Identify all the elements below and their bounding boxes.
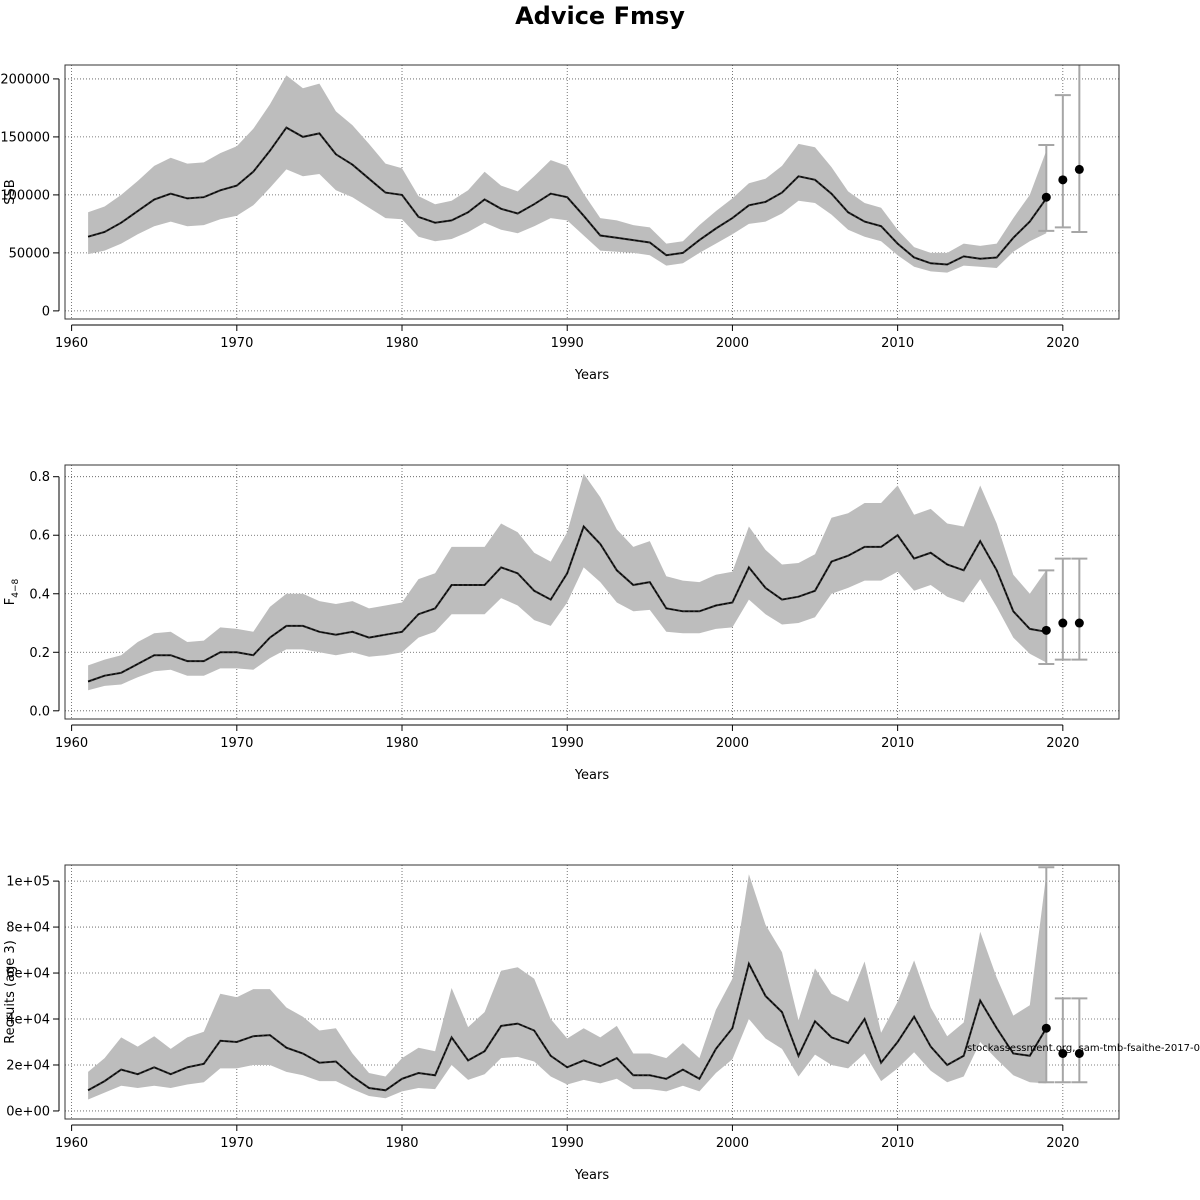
x-tick-label: 2000	[716, 336, 749, 351]
y-tick-label: 0.0	[29, 704, 50, 719]
y-tick-label: 0.8	[29, 470, 50, 485]
estimate-line-dashes	[87, 525, 1047, 682]
x-tick-label: 1970	[220, 736, 253, 751]
x-tick-label: 2000	[716, 736, 749, 751]
forecast-point	[1058, 1048, 1068, 1058]
y-tick-label: 0.2	[29, 646, 50, 661]
forecast-point	[1041, 625, 1051, 635]
x-tick-label: 1970	[220, 1136, 253, 1151]
plot-frame	[64, 64, 1120, 320]
x-tick-label: 2010	[881, 336, 914, 351]
x-tick-label: 2010	[881, 736, 914, 751]
plot-frame	[64, 864, 1120, 1120]
x-tick-label: 2020	[1046, 736, 1079, 751]
y-tick-label: 2e+04	[6, 1058, 50, 1073]
forecast-point	[1041, 1023, 1051, 1033]
forecast-point	[1074, 164, 1084, 174]
x-axis-label: Years	[574, 1168, 610, 1183]
forecast-point	[1041, 192, 1051, 202]
y-tick-label: 4e+04	[6, 1013, 50, 1028]
confidence-band	[88, 874, 1047, 1100]
x-tick-label: 1980	[385, 336, 418, 351]
forecast-point	[1058, 618, 1068, 628]
chart-title: Advice Fmsy	[515, 2, 685, 30]
estimate-line-dashes	[87, 962, 1047, 1091]
x-tick-label: 2020	[1046, 1136, 1079, 1151]
y-tick-label: 150000	[0, 130, 50, 145]
y-tick-label: 50000	[9, 246, 50, 261]
x-tick-label: 2020	[1046, 336, 1079, 351]
forecast-point	[1074, 618, 1084, 628]
confidence-band	[88, 75, 1047, 273]
confidence-band	[88, 473, 1047, 691]
x-tick-label: 2010	[881, 1136, 914, 1151]
y-tick-label: 0.6	[29, 529, 50, 544]
y-tick-label: 200000	[0, 72, 50, 87]
y-tick-label: 8e+04	[6, 921, 50, 936]
x-tick-label: 1990	[551, 1136, 584, 1151]
plot-frame	[64, 464, 1120, 720]
chart-panels: 1960 1970 1980 1990 2000 2010 2020 Years 0 50000 1…	[0, 64, 1120, 1183]
panel-3: 1960 1970 1980 1990 2000 2010 2020 Years 0e+00 2e…	[3, 864, 1120, 1183]
source-note: stockassessment.org, sam-tmb-fsaithe-201…	[967, 1043, 1200, 1054]
y-tick-label: 0	[42, 304, 50, 319]
x-tick-label: 1960	[55, 736, 88, 751]
x-axis-label: Years	[574, 768, 610, 783]
panel-2: 1960 1970 1980 1990 2000 2010 2020 Years 0.0 0.2 0…	[3, 464, 1120, 783]
x-tick-label: 1990	[551, 336, 584, 351]
x-tick-label: 1980	[385, 1136, 418, 1151]
y-tick-label: 0.4	[29, 587, 50, 602]
x-axis-label: Years	[574, 368, 610, 383]
panel-1: 1960 1970 1980 1990 2000 2010 2020 Years 0 50000 1…	[0, 64, 1120, 383]
x-tick-label: 1960	[55, 1136, 88, 1151]
y-axis-label: SSB	[3, 179, 18, 204]
y-tick-label: 100000	[0, 188, 50, 203]
y-tick-label: 6e+04	[6, 967, 50, 982]
x-tick-label: 1980	[385, 736, 418, 751]
x-tick-label: 1990	[551, 736, 584, 751]
forecast-point	[1074, 1048, 1084, 1058]
estimate-line-dashes	[87, 126, 1047, 266]
x-tick-label: 1970	[220, 336, 253, 351]
y-tick-label: 1e+05	[6, 875, 50, 890]
y-axis-label: F4−8	[3, 578, 21, 605]
y-tick-label: 0e+00	[6, 1104, 50, 1119]
y-axis-label: Recruits (age 3)	[3, 940, 18, 1044]
x-tick-label: 1960	[55, 336, 88, 351]
x-tick-label: 2000	[716, 1136, 749, 1151]
forecast-point	[1058, 175, 1068, 185]
